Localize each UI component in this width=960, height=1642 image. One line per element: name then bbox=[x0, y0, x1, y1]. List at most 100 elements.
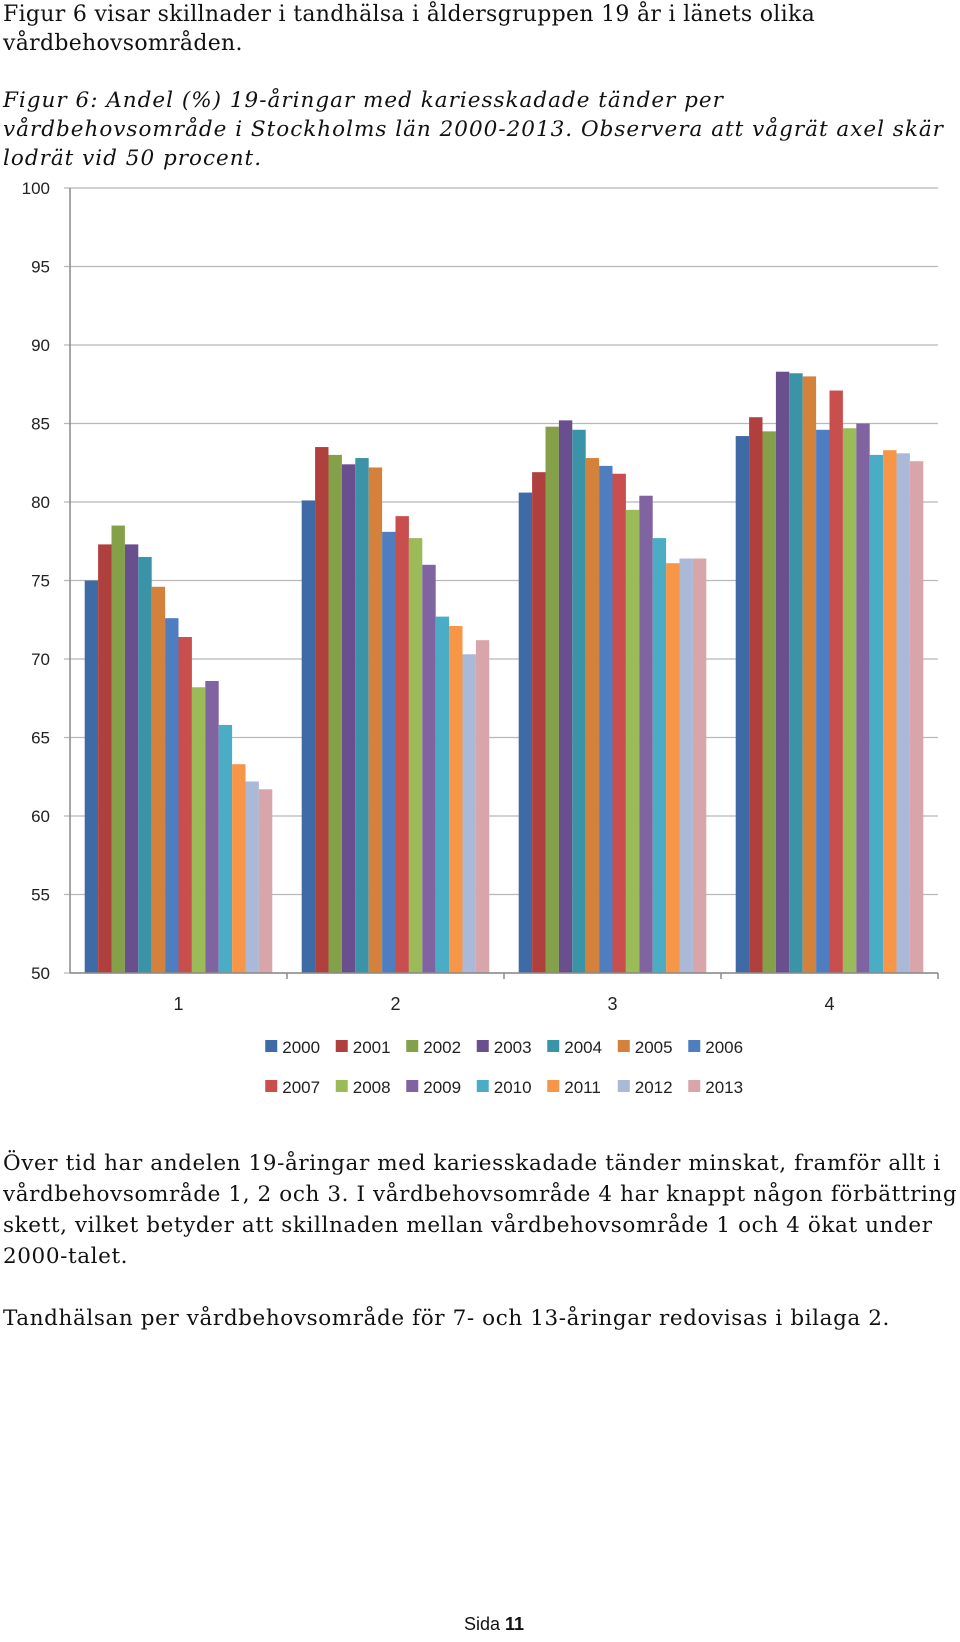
bar-2011-area-2 bbox=[449, 626, 463, 973]
bar-2001-area-2 bbox=[315, 447, 329, 973]
bar-2008-area-2 bbox=[408, 538, 423, 973]
bar-2000-area-2 bbox=[301, 500, 316, 973]
legend-label-2006: 2006 bbox=[705, 1038, 743, 1057]
page-number: 11 bbox=[505, 1614, 525, 1634]
y-tick-label: 95 bbox=[31, 258, 50, 277]
y-tick-label: 50 bbox=[31, 964, 50, 983]
bar-2010-area-1 bbox=[218, 724, 233, 973]
footer-label: Sida bbox=[463, 1614, 500, 1634]
legend-swatch-2006 bbox=[688, 1040, 701, 1052]
bar-2002-area-4 bbox=[762, 431, 776, 974]
bar-2001-area-3 bbox=[532, 472, 546, 973]
bar-2003-area-4 bbox=[775, 371, 790, 973]
bar-2004-area-1 bbox=[138, 556, 152, 973]
bar-2003-area-3 bbox=[558, 420, 573, 973]
bar-2008-area-1 bbox=[191, 687, 206, 973]
legend-swatch-2007 bbox=[265, 1080, 278, 1092]
bar-2006-area-2 bbox=[382, 531, 396, 973]
y-tick-label: 90 bbox=[31, 336, 50, 355]
legend-swatch-2008 bbox=[335, 1080, 348, 1092]
legend-label-2004: 2004 bbox=[564, 1038, 602, 1057]
bar-2002-area-2 bbox=[328, 454, 342, 973]
bar-2013-area-1 bbox=[258, 789, 273, 973]
legend-label-2012: 2012 bbox=[635, 1078, 673, 1097]
legend-label-2003: 2003 bbox=[494, 1038, 532, 1057]
legend-swatch-2004 bbox=[547, 1040, 560, 1052]
y-tick-label: 85 bbox=[31, 415, 50, 434]
bar-2007-area-1 bbox=[178, 637, 192, 973]
bar-2004-area-3 bbox=[572, 429, 586, 973]
legend-label-2008: 2008 bbox=[353, 1078, 391, 1097]
bar-2000-area-3 bbox=[518, 492, 533, 973]
legend-label-2000: 2000 bbox=[282, 1038, 320, 1057]
bar-2007-area-4 bbox=[829, 390, 843, 973]
bar-2009-area-3 bbox=[639, 495, 653, 973]
legend-label-2002: 2002 bbox=[423, 1038, 461, 1057]
page-footer: Sida 11 bbox=[0, 1614, 960, 1635]
bar-2005-area-4 bbox=[802, 376, 817, 973]
bar-2000-area-4 bbox=[735, 436, 750, 973]
y-tick-label: 55 bbox=[31, 886, 50, 905]
bar-2004-area-4 bbox=[789, 373, 803, 973]
bar-2007-area-3 bbox=[612, 473, 626, 973]
legend-swatch-2002 bbox=[406, 1040, 419, 1052]
bar-2008-area-4 bbox=[842, 428, 857, 974]
legend-label-2009: 2009 bbox=[423, 1078, 461, 1097]
chart-legend: 2000 2001 2002 2003 2004 2005 2006 2007 2008 2009… bbox=[265, 1038, 743, 1097]
chart-bars bbox=[84, 371, 924, 974]
y-tick-label: 75 bbox=[31, 572, 50, 591]
bar-2008-area-3 bbox=[625, 509, 640, 973]
x-category-label: 1 bbox=[173, 994, 183, 1014]
bar-2013-area-3 bbox=[692, 558, 707, 973]
bar-2006-area-1 bbox=[165, 618, 179, 973]
bar-2001-area-1 bbox=[98, 544, 112, 973]
legend-swatch-2012 bbox=[617, 1080, 630, 1092]
bar-2004-area-2 bbox=[355, 458, 369, 973]
x-category-label: 3 bbox=[607, 994, 617, 1014]
legend-label-2010: 2010 bbox=[494, 1078, 532, 1097]
intro-text: Figur 6 visar skillnader i tandhälsa i å… bbox=[3, 2, 815, 56]
bar-2002-area-1 bbox=[111, 525, 125, 973]
bar-2003-area-2 bbox=[341, 464, 356, 973]
legend-swatch-2003 bbox=[476, 1040, 489, 1052]
legend-label-2011: 2011 bbox=[564, 1078, 601, 1097]
y-tick-label: 65 bbox=[31, 729, 50, 748]
legend-swatch-2005 bbox=[617, 1040, 630, 1052]
legend-swatch-2013 bbox=[688, 1080, 701, 1092]
legend-swatch-2011 bbox=[547, 1080, 560, 1092]
bar-2012-area-2 bbox=[462, 654, 476, 973]
bar-2010-area-2 bbox=[435, 616, 450, 973]
bar-2005-area-1 bbox=[151, 586, 166, 973]
bar-2009-area-1 bbox=[205, 680, 219, 973]
bar-2005-area-3 bbox=[585, 458, 600, 973]
bar-2002-area-3 bbox=[545, 426, 559, 973]
legend-swatch-2000 bbox=[265, 1040, 278, 1052]
legend-label-2013: 2013 bbox=[705, 1078, 743, 1097]
legend-label-2007: 2007 bbox=[282, 1078, 320, 1097]
bar-2011-area-4 bbox=[883, 450, 897, 973]
bar-2005-area-2 bbox=[368, 467, 383, 973]
bar-2013-area-2 bbox=[475, 640, 490, 973]
bar-2009-area-4 bbox=[856, 423, 870, 973]
bar-2009-area-2 bbox=[422, 564, 436, 973]
bar-2001-area-4 bbox=[749, 417, 763, 974]
legend-swatch-2001 bbox=[335, 1040, 348, 1052]
bar-2006-area-4 bbox=[816, 429, 830, 973]
bar-2012-area-3 bbox=[679, 558, 693, 973]
paragraph-1: Över tid har andelen 19-åringar med kari… bbox=[3, 1151, 958, 1269]
legend-label-2005: 2005 bbox=[635, 1038, 673, 1057]
bar-2011-area-3 bbox=[666, 563, 680, 973]
x-category-label: 4 bbox=[824, 994, 834, 1014]
bar-2012-area-1 bbox=[245, 781, 259, 973]
bar-2011-area-1 bbox=[232, 764, 246, 973]
legend-swatch-2010 bbox=[476, 1080, 489, 1092]
y-tick-label: 80 bbox=[31, 493, 50, 512]
paragraph-2: Tandhälsan per vårdbehovsområde för 7- o… bbox=[3, 1306, 890, 1331]
bar-2010-area-3 bbox=[652, 538, 667, 973]
figure-caption: Figur 6: Andel (%) 19-åringar med karies… bbox=[3, 88, 944, 171]
bar-2012-area-4 bbox=[896, 453, 910, 974]
bar-2013-area-4 bbox=[909, 461, 924, 973]
bar-2007-area-2 bbox=[395, 516, 409, 973]
bar-chart: 50 55 60 65 70 75 80 85 90 95 100 1 2 3 4 2000 2001 2002… bbox=[22, 179, 939, 1097]
y-tick-label: 70 bbox=[31, 650, 50, 669]
